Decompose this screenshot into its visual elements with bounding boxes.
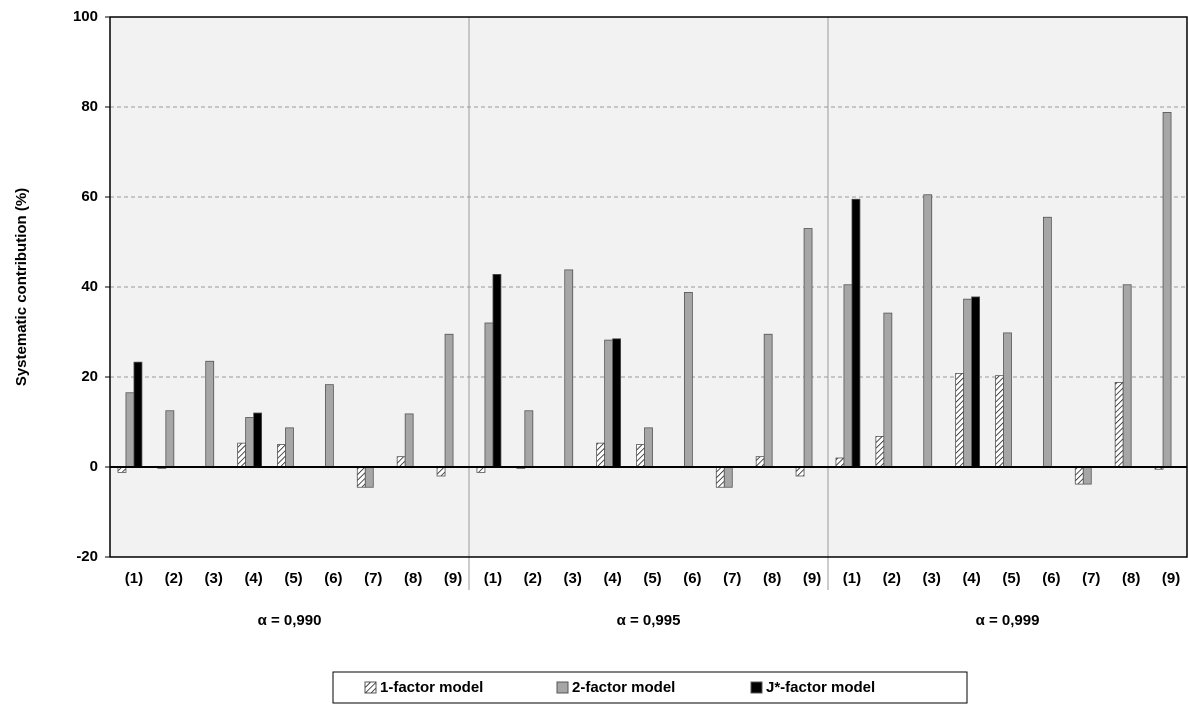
x-tick-label: (1): [843, 570, 861, 587]
bar: [596, 442, 606, 468]
legend-swatch: [364, 681, 377, 694]
bar: [125, 392, 135, 468]
bar: [404, 413, 414, 468]
x-tick-label: (7): [723, 570, 741, 587]
bar: [524, 410, 534, 468]
legend-swatch: [556, 681, 569, 694]
x-tick-label: (4): [962, 570, 980, 587]
bar: [205, 360, 215, 468]
x-tick-label: (6): [324, 570, 342, 587]
x-tick-label: (9): [1162, 570, 1180, 587]
bar: [444, 333, 454, 468]
x-tick-label: (5): [1002, 570, 1020, 587]
x-tick-label: (4): [244, 570, 262, 587]
bar: [803, 228, 813, 468]
y-tick-label: 60: [81, 188, 98, 205]
x-tick-label: (9): [444, 570, 462, 587]
bar: [1122, 284, 1132, 468]
y-tick-label: 40: [81, 278, 98, 295]
x-tick-label: (1): [125, 570, 143, 587]
x-tick-label: (4): [603, 570, 621, 587]
x-tick-label: (2): [883, 570, 901, 587]
group-label: α = 0,990: [258, 612, 322, 629]
bar: [971, 296, 981, 468]
bar: [851, 198, 861, 468]
bar: [963, 298, 973, 468]
bar: [165, 410, 175, 468]
bar: [923, 194, 933, 468]
y-tick-label: 0: [90, 458, 98, 475]
x-tick-label: (2): [165, 570, 183, 587]
bar: [955, 372, 965, 468]
x-tick-label: (1): [484, 570, 502, 587]
bar: [356, 466, 366, 488]
bar: [1082, 466, 1092, 485]
legend-label: 2-factor model: [572, 679, 675, 696]
bar: [1114, 381, 1124, 468]
x-tick-label: (5): [284, 570, 302, 587]
bar: [835, 457, 845, 468]
y-tick-label: 80: [81, 98, 98, 115]
x-tick-label: (3): [205, 570, 223, 587]
bar: [484, 322, 494, 468]
legend: [332, 671, 968, 704]
bar: [1162, 112, 1172, 468]
bar: [396, 456, 406, 468]
group-label: α = 0,995: [617, 612, 681, 629]
bar: [133, 361, 143, 468]
bar: [715, 466, 725, 488]
bar: [277, 444, 286, 468]
x-tick-label: (5): [643, 570, 661, 587]
bar: [1042, 216, 1052, 468]
bar: [245, 417, 255, 468]
bar: [436, 466, 446, 477]
y-tick-label: 20: [81, 368, 98, 385]
bar: [237, 442, 247, 468]
legend-label: J*-factor model: [766, 679, 875, 696]
x-tick-label: (9): [803, 570, 821, 587]
bar: [683, 291, 693, 468]
x-tick-label: (2): [524, 570, 542, 587]
bar: [995, 375, 1004, 468]
bar: [883, 312, 893, 468]
y-tick-label: 100: [73, 8, 98, 25]
bar: [1074, 466, 1084, 485]
bar: [644, 427, 653, 468]
x-tick-label: (8): [763, 570, 781, 587]
y-tick-label: -20: [76, 548, 98, 565]
bar: [604, 339, 614, 468]
bar: [843, 284, 853, 468]
bar: [755, 456, 765, 468]
bar: [875, 435, 885, 468]
bar: [324, 384, 334, 468]
x-tick-label: (3): [923, 570, 941, 587]
group-label: α = 0,999: [976, 612, 1040, 629]
bar: [1003, 332, 1012, 468]
bar: [763, 333, 773, 468]
x-tick-label: (8): [404, 570, 422, 587]
bar: [723, 466, 733, 488]
y-axis-title: Systematic contribution (%): [13, 188, 30, 386]
legend-label: 1-factor model: [380, 679, 483, 696]
bar: [285, 427, 294, 468]
x-tick-label: (7): [364, 570, 382, 587]
bar: [253, 412, 263, 468]
legend-swatch: [750, 681, 763, 694]
x-tick-label: (3): [564, 570, 582, 587]
x-tick-label: (8): [1122, 570, 1140, 587]
x-tick-label: (6): [1042, 570, 1060, 587]
x-tick-label: (6): [683, 570, 701, 587]
bar: [492, 273, 502, 468]
bar: [364, 466, 374, 488]
bar: [564, 269, 574, 468]
x-tick-label: (7): [1082, 570, 1100, 587]
bar: [612, 338, 622, 468]
bar: [636, 444, 645, 468]
plot-border: [109, 16, 1188, 558]
bar: [795, 466, 805, 477]
